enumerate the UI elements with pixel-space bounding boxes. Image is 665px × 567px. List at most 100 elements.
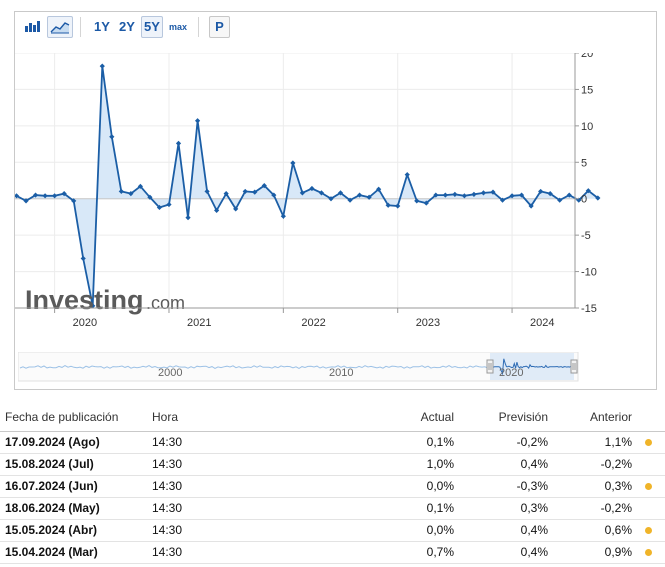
row-time: 14:30 xyxy=(152,541,362,564)
data-point[interactable] xyxy=(52,193,58,199)
data-point[interactable] xyxy=(233,206,239,212)
data-point[interactable] xyxy=(557,197,563,203)
data-point[interactable] xyxy=(509,193,515,199)
data-point[interactable] xyxy=(395,203,401,209)
series-line xyxy=(16,65,599,306)
data-point[interactable] xyxy=(271,192,277,198)
data-point[interactable] xyxy=(252,189,258,195)
revision-dot-icon[interactable] xyxy=(645,549,652,556)
data-point[interactable] xyxy=(166,201,172,208)
y-tick-label: -15 xyxy=(581,303,597,315)
data-point[interactable] xyxy=(518,192,525,198)
data-point[interactable] xyxy=(366,194,372,200)
data-point[interactable] xyxy=(147,194,153,200)
data-point[interactable] xyxy=(204,188,210,195)
navigator-right-handle[interactable] xyxy=(570,359,578,374)
header-spacer xyxy=(632,404,665,432)
table-row: 17.09.2024 (Ago) 14:30 0,1% -0,2% 1,1% xyxy=(0,431,665,454)
data-point[interactable] xyxy=(499,197,506,203)
data-point[interactable] xyxy=(109,134,115,140)
data-point[interactable] xyxy=(223,191,229,197)
data-point[interactable] xyxy=(185,215,191,221)
data-point[interactable] xyxy=(433,192,439,198)
range-5y-button[interactable]: 5Y xyxy=(141,16,163,38)
header-date[interactable]: Fecha de publicación xyxy=(0,404,152,432)
x-tick-label: 2023 xyxy=(416,317,440,329)
data-point[interactable] xyxy=(42,193,48,199)
data-point[interactable] xyxy=(61,191,67,197)
data-point[interactable] xyxy=(309,185,315,192)
main-chart[interactable]: Investing .com 20 15 10 5 0 -5 -10 -15 2020 2021 2… xyxy=(15,53,656,343)
data-point[interactable] xyxy=(490,189,496,195)
data-point[interactable] xyxy=(99,63,105,69)
row-date: 18.06.2024 (May) xyxy=(0,497,152,520)
data-point[interactable] xyxy=(242,188,248,195)
data-point[interactable] xyxy=(71,198,77,204)
data-point[interactable] xyxy=(404,172,410,178)
navigator-label-2010: 2010 xyxy=(329,367,353,379)
data-point[interactable] xyxy=(32,192,39,198)
data-point[interactable] xyxy=(80,255,86,262)
data-point[interactable] xyxy=(461,193,468,199)
data-point[interactable] xyxy=(118,188,124,195)
data-point[interactable] xyxy=(538,188,544,195)
data-point[interactable] xyxy=(376,186,382,192)
data-point[interactable] xyxy=(595,195,601,201)
revision-dot-icon[interactable] xyxy=(645,483,652,490)
row-forecast: 0,3% xyxy=(454,497,548,520)
p-button[interactable]: P xyxy=(209,16,230,38)
row-time: 14:30 xyxy=(152,475,362,498)
data-point[interactable] xyxy=(452,191,458,197)
data-point[interactable] xyxy=(566,192,572,198)
range-2y-button[interactable]: 2Y xyxy=(119,19,135,34)
row-date: 15.05.2024 (Abr) xyxy=(0,519,152,542)
header-time[interactable]: Hora xyxy=(152,404,362,432)
header-forecast[interactable]: Previsión xyxy=(454,404,548,432)
data-point[interactable] xyxy=(15,193,20,199)
row-forecast: -0,3% xyxy=(454,475,548,498)
navigator-left-handle[interactable] xyxy=(486,359,494,374)
data-point[interactable] xyxy=(347,197,353,203)
data-point[interactable] xyxy=(480,190,487,196)
range-navigator[interactable]: 2000 2010 2020 xyxy=(18,352,580,382)
x-tick-label: 2021 xyxy=(187,317,211,329)
row-previous: -0,2% xyxy=(548,497,632,520)
revision-dot-icon[interactable] xyxy=(645,527,652,534)
data-point[interactable] xyxy=(156,204,163,211)
row-previous: 1,1% xyxy=(548,431,632,454)
data-point[interactable] xyxy=(194,118,201,124)
data-point[interactable] xyxy=(299,190,305,196)
data-point[interactable] xyxy=(337,190,344,196)
revision-dot-icon[interactable] xyxy=(645,439,652,446)
row-date: 16.07.2024 (Jun) xyxy=(0,475,152,498)
area-chart-icon[interactable] xyxy=(47,16,73,38)
header-actual[interactable]: Actual xyxy=(362,404,454,432)
data-point[interactable] xyxy=(214,207,220,213)
data-point[interactable] xyxy=(471,191,477,197)
header-previous[interactable]: Anterior xyxy=(548,404,632,432)
data-point[interactable] xyxy=(385,202,391,208)
x-tick-label: 2024 xyxy=(530,317,554,329)
row-previous: 0,3% xyxy=(548,475,632,498)
bar-chart-icon[interactable] xyxy=(19,16,45,38)
y-tick-label: 5 xyxy=(581,157,587,169)
range-max-button[interactable]: max xyxy=(168,22,187,32)
data-point[interactable] xyxy=(280,213,286,219)
data-point[interactable] xyxy=(547,191,553,197)
data-point[interactable] xyxy=(576,197,582,203)
chart-panel: 1Y 2Y 5Y max P Investing .com 20 15 10 5 0 -5… xyxy=(14,11,657,390)
data-point[interactable] xyxy=(423,200,429,206)
data-point[interactable] xyxy=(442,192,448,198)
data-point[interactable] xyxy=(528,203,534,209)
row-date: 15.04.2024 (Mar) xyxy=(0,541,152,564)
range-1y-button[interactable]: 1Y xyxy=(94,19,110,34)
data-point[interactable] xyxy=(328,196,334,202)
data-point[interactable] xyxy=(290,160,296,166)
data-point[interactable] xyxy=(356,192,363,198)
data-point[interactable] xyxy=(414,198,420,204)
data-point[interactable] xyxy=(585,188,591,194)
y-tick-label: 0 xyxy=(581,194,587,206)
data-point[interactable] xyxy=(175,140,182,146)
data-point[interactable] xyxy=(318,190,325,196)
data-point[interactable] xyxy=(90,303,96,309)
